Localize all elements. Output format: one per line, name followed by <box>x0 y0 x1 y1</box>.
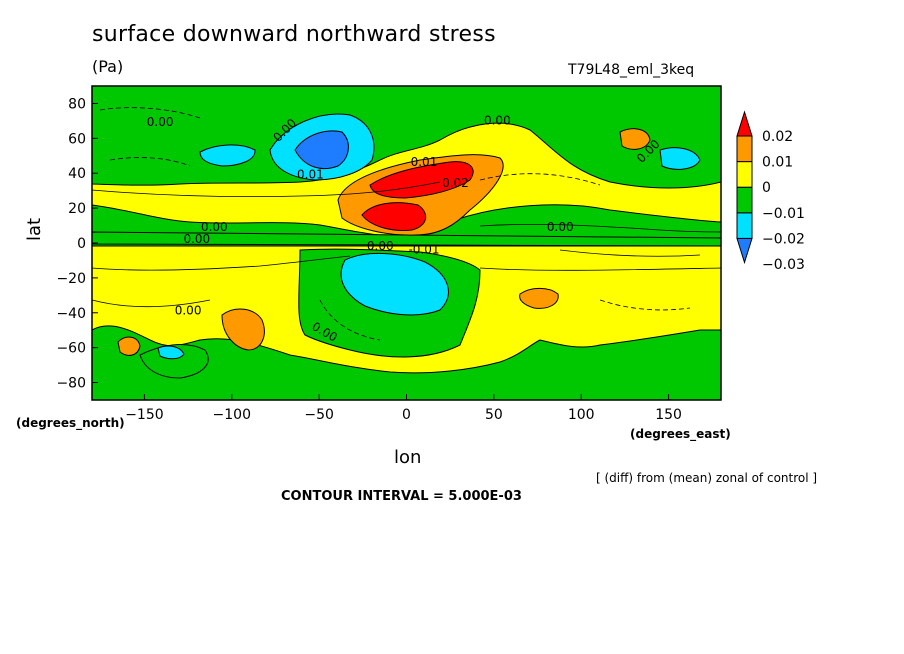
x-tick-label: −100 <box>213 407 251 423</box>
colorbar-swatch-low-arrow <box>736 237 753 265</box>
contour-line <box>92 181 441 198</box>
contour-label: 0.01 <box>297 167 324 181</box>
contour-label: 0.00 <box>484 113 511 127</box>
x-tick-label: 100 <box>568 407 595 423</box>
field-region-orange-south-2 <box>117 336 141 356</box>
run-label: T79L48_eml_3keq <box>568 62 695 78</box>
contour-line <box>479 223 721 233</box>
colorbar-label: 0.02 <box>762 129 793 145</box>
y-tick-label: 40 <box>68 166 86 182</box>
contour-line-dashed <box>599 299 691 311</box>
field-region-cyan-tropics-south <box>340 253 449 316</box>
x-tick-label: −150 <box>125 407 163 423</box>
contour-line <box>92 255 351 271</box>
contour-label: 0.01 <box>411 155 438 169</box>
diff-note: [ (diff) from (mean) zonal of control ] <box>596 471 818 485</box>
x-tick-label: 50 <box>485 407 503 423</box>
contour-label: 0.00 <box>175 304 202 318</box>
contour-label: 0.00 <box>367 239 394 253</box>
field-region-cyan-south-west <box>157 345 185 360</box>
contour-line <box>92 299 211 308</box>
field-region-red-south <box>361 202 427 231</box>
colorbar-swatch <box>736 135 753 163</box>
colorbar-label: −0.03 <box>762 257 805 273</box>
field-region-orange-south-1 <box>221 308 265 351</box>
contour-label: 0.00 <box>547 220 574 234</box>
y-tick-label: −40 <box>56 306 86 322</box>
axes: −150 −100 −50 0 50 100 150 −80 −60 −40 −20 0 20 40 60 8… <box>56 96 681 423</box>
y-tick-label: 0 <box>77 236 86 252</box>
colorbar: 0.02 0.01 0 −0.01 −0.02 −0.03 <box>736 110 805 273</box>
contour-label: 0.02 <box>442 176 469 190</box>
colorbar-swatch <box>736 212 753 239</box>
field-region-green-south-west <box>139 344 209 379</box>
colorbar-swatch-high-arrow <box>736 110 753 137</box>
field-region-blue-north <box>294 130 349 170</box>
colorbar-swatch <box>736 186 753 214</box>
contour-interval: CONTOUR INTERVAL = 5.000E-03 <box>281 489 522 504</box>
x-axis-label: lon <box>394 447 422 468</box>
y-axis-label: lat <box>24 217 45 241</box>
colorbar-swatch <box>736 161 753 188</box>
contour-label: 0.00 <box>147 115 174 129</box>
field-region-cyan-north-east <box>659 147 701 170</box>
colorbar-label: −0.01 <box>762 206 805 222</box>
colorbar-label: −0.02 <box>762 231 805 247</box>
y-axis-unit: (degrees_north) <box>16 416 125 430</box>
colorbar-label: 0.01 <box>762 155 793 171</box>
y-tick-label: 60 <box>68 131 86 147</box>
y-tick-label: −60 <box>56 341 86 357</box>
contour-line <box>559 249 701 257</box>
field-region-green-equator <box>92 231 721 247</box>
x-tick-label: 150 <box>655 407 682 423</box>
x-tick-label: 0 <box>402 407 411 423</box>
y-tick-label: 20 <box>68 201 86 217</box>
contour-line-dashed <box>319 299 381 341</box>
chart-title: surface downward northward stress <box>92 22 496 47</box>
y-tick-label: 80 <box>68 96 86 112</box>
field-region-cyan-north-west <box>199 144 256 167</box>
y-tick-label: −20 <box>56 271 86 287</box>
negative-contour-lines <box>99 107 691 341</box>
contour-line-dashed <box>109 157 191 167</box>
contour-label: -0.01 <box>408 242 439 256</box>
field-region-orange-south-3 <box>519 287 559 309</box>
field-layer <box>92 86 721 400</box>
x-axis-unit: (degrees_east) <box>630 427 731 441</box>
y-tick-label: −80 <box>56 376 86 392</box>
contour-line <box>479 267 721 271</box>
colorbar-label: 0 <box>762 180 771 196</box>
contour-line-dashed <box>479 173 601 186</box>
contour-lines <box>92 181 721 308</box>
x-tick-label: −50 <box>304 407 334 423</box>
chart-units: (Pa) <box>92 57 124 76</box>
contour-label: 0.00 <box>183 232 210 246</box>
field-region-orange-north-east <box>619 128 651 150</box>
contour-label: 0.00 <box>201 220 228 234</box>
field-region-green-north <box>92 86 721 189</box>
contour-line-dashed <box>99 107 201 119</box>
